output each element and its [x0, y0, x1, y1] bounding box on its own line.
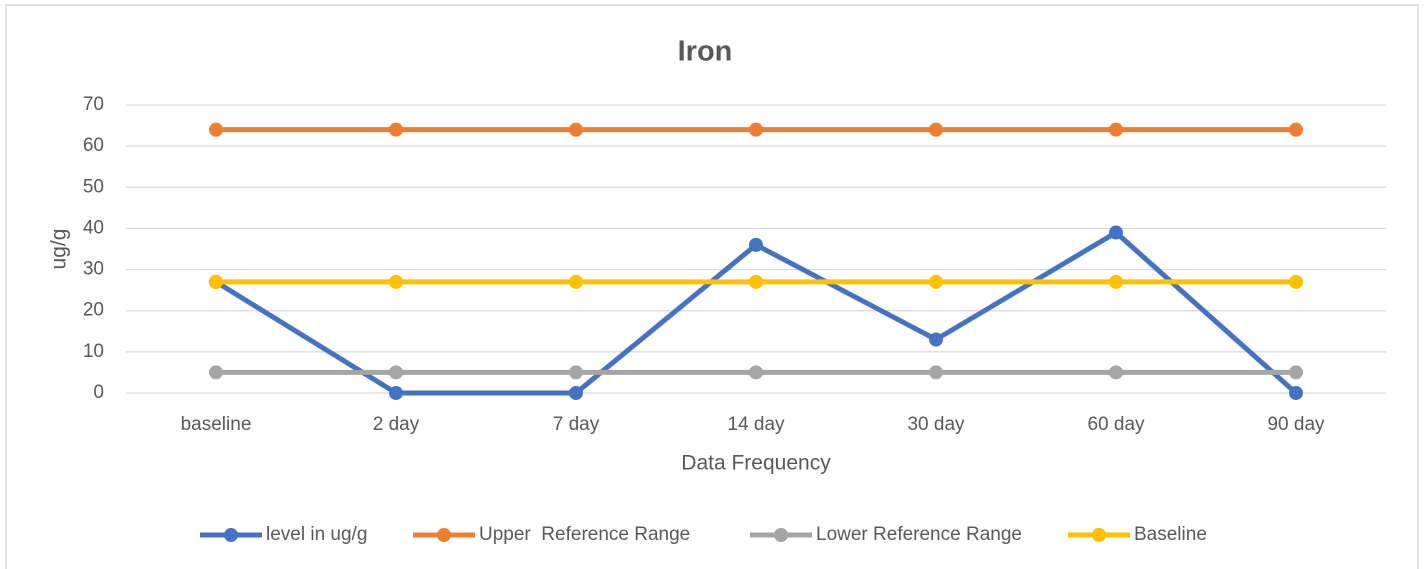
- data-point: [569, 386, 583, 400]
- data-point: [749, 237, 763, 252]
- x-tick-label: 7 day: [553, 414, 600, 435]
- data-point: [1289, 386, 1303, 400]
- y-tick-label: 30: [83, 259, 104, 280]
- data-point: [569, 365, 583, 380]
- data-point: [1289, 365, 1303, 380]
- legend-label: Baseline: [1134, 524, 1207, 545]
- data-point: [749, 365, 763, 380]
- x-tick-label: 2 day: [373, 414, 420, 435]
- y-tick-label: 40: [83, 217, 104, 238]
- data-point: [389, 365, 403, 380]
- legend-marker: [774, 528, 788, 542]
- data-point: [929, 274, 943, 289]
- y-tick-label: 0: [93, 382, 104, 403]
- data-point: [749, 274, 763, 289]
- x-tick-label: 30 day: [907, 414, 965, 435]
- data-point: [1289, 122, 1303, 137]
- legend-label: Lower Reference Range: [816, 524, 1022, 545]
- data-point: [389, 122, 403, 137]
- data-point: [209, 365, 223, 380]
- data-point: [209, 122, 223, 137]
- data-point: [1109, 274, 1123, 289]
- legend-label: Upper Reference Range: [479, 524, 690, 545]
- data-point: [389, 386, 403, 400]
- data-point: [929, 365, 943, 380]
- y-axis-title: ug/g: [48, 229, 71, 270]
- y-tick-label: 60: [83, 135, 104, 156]
- x-tick-label: 60 day: [1087, 414, 1145, 435]
- data-point: [1109, 225, 1123, 240]
- x-tick-label: baseline: [181, 414, 252, 435]
- data-point: [749, 122, 763, 137]
- x-tick-label: 90 day: [1267, 414, 1325, 435]
- y-tick-label: 20: [83, 300, 104, 321]
- data-point: [209, 274, 223, 289]
- data-point: [389, 274, 403, 289]
- y-tick-label: 70: [83, 94, 104, 115]
- x-tick-label: 14 day: [727, 414, 785, 435]
- y-tick-label: 50: [83, 176, 104, 197]
- data-point: [1109, 122, 1123, 137]
- data-point: [1289, 274, 1303, 289]
- data-point: [569, 122, 583, 137]
- chart-border: [5, 4, 1419, 569]
- legend-marker: [1092, 528, 1106, 542]
- data-point: [1109, 365, 1123, 380]
- data-point: [929, 332, 943, 347]
- legend-marker: [437, 528, 451, 542]
- chart-title: Iron: [678, 36, 733, 68]
- y-tick-label: 10: [83, 341, 104, 362]
- legend-label: level in ug/g: [266, 524, 367, 545]
- data-point: [569, 274, 583, 289]
- data-point: [929, 122, 943, 137]
- legend-marker: [224, 528, 238, 542]
- x-axis-title: Data Frequency: [681, 452, 831, 475]
